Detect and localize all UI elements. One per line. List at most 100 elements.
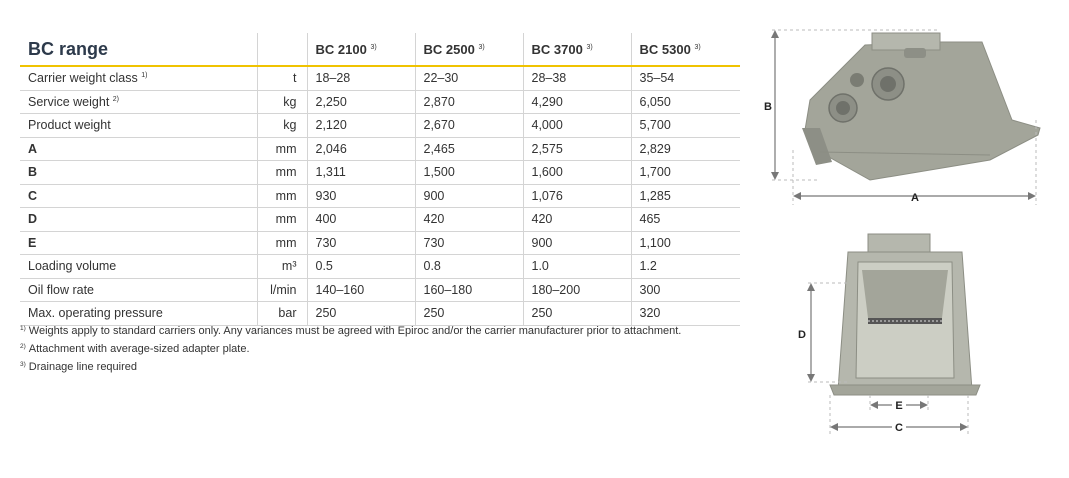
value-cell: 35–54 [630, 65, 740, 91]
value-cell: 250 [414, 301, 524, 326]
model-header: BC 3700 3) [522, 33, 632, 67]
value-cell: 250 [306, 301, 416, 326]
table-row: A mm 2,046 2,465 2,575 2,829 [20, 136, 740, 161]
value-cell: 1.0 [522, 254, 632, 279]
value-cell: 2,870 [414, 89, 524, 114]
table-row: Max. operating pressure bar 250 250 250 … [20, 301, 740, 326]
value-cell: 1,076 [522, 183, 632, 208]
parameter-label: E [20, 230, 258, 255]
value-cell: 300 [630, 277, 740, 302]
unit-cell: mm [256, 160, 308, 185]
model-footnote-mark: 3) [478, 43, 485, 51]
value-cell: 2,465 [414, 136, 524, 161]
model-name: BC 5300 [639, 41, 691, 57]
bucket-front-view: D E C [798, 233, 981, 436]
model-name: BC 3700 [531, 41, 583, 57]
value-cell: 1,700 [630, 160, 740, 185]
model-footnote-mark: 3) [694, 43, 701, 51]
value-cell: 0.8 [414, 254, 524, 279]
value-cell: 22–30 [414, 65, 524, 91]
dimension-e-label: E [895, 400, 902, 412]
unit-header [256, 33, 308, 67]
value-cell: 160–180 [414, 277, 524, 302]
value-cell: 1,600 [522, 160, 632, 185]
unit-cell: l/min [256, 277, 308, 302]
dimension-c-label: C [895, 422, 903, 434]
unit-cell: kg [256, 113, 308, 138]
footnote: 3) Drainage line required [20, 357, 681, 375]
parameter-label: A [20, 136, 258, 161]
value-cell: 900 [414, 183, 524, 208]
footnote-mark: 1) [20, 325, 26, 332]
footnotes: 1) Weights apply to standard carriers onl… [20, 321, 681, 375]
parameter-label: Oil flow rate [20, 277, 258, 302]
value-cell: 2,120 [306, 113, 416, 138]
footnote-text: Weights apply to standard carriers only.… [28, 325, 682, 337]
value-cell: 2,829 [630, 136, 740, 161]
value-cell: 420 [414, 207, 524, 232]
value-cell: 2,670 [414, 113, 524, 138]
dimension-b-label: B [764, 101, 772, 113]
value-cell: 1,311 [306, 160, 416, 185]
value-cell: 420 [522, 207, 632, 232]
table-header-row: BC range BC 2100 3) BC 2500 3) BC 3700 3… [20, 33, 740, 67]
unit-cell: m³ [256, 254, 308, 279]
footnote-mark: 3) [20, 361, 26, 368]
value-cell: 28–38 [522, 65, 632, 91]
table-row: Carrier weight class 1) t 18–28 22–30 28… [20, 65, 740, 91]
table-row: Service weight 2) kg 2,250 2,870 4,290 6… [20, 89, 740, 114]
value-cell: 730 [306, 230, 416, 255]
model-name: BC 2500 [423, 41, 475, 57]
parameter-label: Service weight 2) [20, 89, 258, 114]
value-cell: 6,050 [630, 89, 740, 114]
unit-cell: kg [256, 89, 308, 114]
parameter-label: Max. operating pressure [20, 301, 258, 326]
parameter-label: Loading volume [20, 254, 258, 279]
value-cell: 2,046 [306, 136, 416, 161]
model-footnote-mark: 3) [586, 43, 593, 51]
value-cell: 140–160 [306, 277, 416, 302]
value-cell: 465 [630, 207, 740, 232]
parameter-label: B [20, 160, 258, 185]
unit-cell: t [256, 65, 308, 91]
value-cell: 250 [522, 301, 632, 326]
crusher-bucket-diagram: B A D E C [764, 29, 1041, 436]
footnote-mark: 2) [20, 343, 26, 350]
value-cell: 4,000 [522, 113, 632, 138]
model-name: BC 2100 [315, 41, 367, 57]
table-row: C mm 930 900 1,076 1,285 [20, 183, 740, 208]
dimension-d-label: D [798, 329, 806, 341]
table-row: B mm 1,311 1,500 1,600 1,700 [20, 160, 740, 185]
table-title: BC range [20, 33, 258, 67]
parameter-label: Product weight [20, 113, 258, 138]
model-header: BC 2500 3) [414, 33, 524, 67]
unit-cell: mm [256, 183, 308, 208]
parameter-footnote-mark: 2) [112, 95, 120, 103]
table-row: D mm 400 420 420 465 [20, 207, 740, 232]
value-cell: 930 [306, 183, 416, 208]
parameter-label: Carrier weight class 1) [20, 65, 258, 91]
model-header: BC 5300 3) [630, 33, 740, 67]
footnote-text: Attachment with average-sized adapter pl… [28, 343, 250, 355]
parameter-footnote-mark: 1) [141, 72, 148, 80]
value-cell: 4,290 [522, 89, 632, 114]
value-cell: 1,500 [414, 160, 524, 185]
bucket-side-view: B A [764, 29, 1041, 205]
value-cell: 1,285 [630, 183, 740, 208]
value-cell: 5,700 [630, 113, 740, 138]
table-row: Loading volume m³ 0.5 0.8 1.0 1.2 [20, 254, 740, 279]
unit-cell: mm [256, 207, 308, 232]
value-cell: 180–200 [522, 277, 632, 302]
model-footnote-mark: 3) [370, 43, 377, 51]
dimension-a-label: A [911, 192, 919, 204]
table-row: E mm 730 730 900 1,100 [20, 230, 740, 255]
value-cell: 400 [306, 207, 416, 232]
footnote: 1) Weights apply to standard carriers onl… [20, 321, 681, 339]
table-row: Oil flow rate l/min 140–160 160–180 180–… [20, 277, 740, 302]
model-header: BC 2100 3) [306, 33, 416, 67]
value-cell: 2,575 [522, 136, 632, 161]
unit-cell: mm [256, 136, 308, 161]
unit-cell: mm [256, 230, 308, 255]
value-cell: 0.5 [306, 254, 416, 279]
value-cell: 730 [414, 230, 524, 255]
